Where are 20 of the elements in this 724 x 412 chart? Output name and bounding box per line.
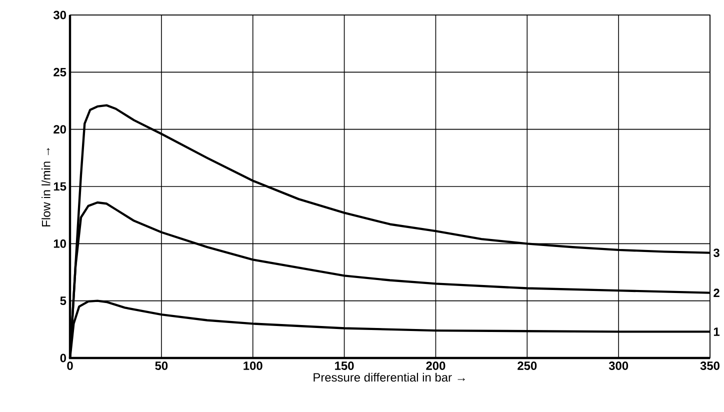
x-tick-label: 200 bbox=[426, 362, 446, 370]
x-tick-label: 0 bbox=[67, 362, 73, 370]
x-axis-title: Pressure differential in bar → bbox=[314, 372, 465, 382]
x-tick-label: 350 bbox=[700, 362, 720, 370]
x-tick-label: 50 bbox=[155, 362, 168, 370]
y-tick-label: 30 bbox=[53, 10, 66, 20]
y-tick-label: 5 bbox=[60, 296, 66, 305]
y-tick-label: 0 bbox=[60, 354, 66, 362]
y-tick-label: 25 bbox=[54, 68, 66, 76]
x-tick-label: 250 bbox=[518, 362, 537, 370]
series-label: 2 bbox=[714, 288, 720, 298]
y-tick-label: 20 bbox=[54, 125, 66, 134]
x-tick-label: 100 bbox=[244, 362, 262, 370]
series-label: 3 bbox=[713, 248, 720, 258]
y-tick-label: 10 bbox=[54, 239, 66, 248]
series-label: 1 bbox=[714, 328, 720, 336]
x-tick-label: 150 bbox=[335, 362, 354, 370]
y-axis-title: Flow in l/min → bbox=[42, 148, 50, 226]
x-tick-label: 300 bbox=[608, 362, 628, 370]
y-tick-label: 15 bbox=[54, 182, 66, 191]
